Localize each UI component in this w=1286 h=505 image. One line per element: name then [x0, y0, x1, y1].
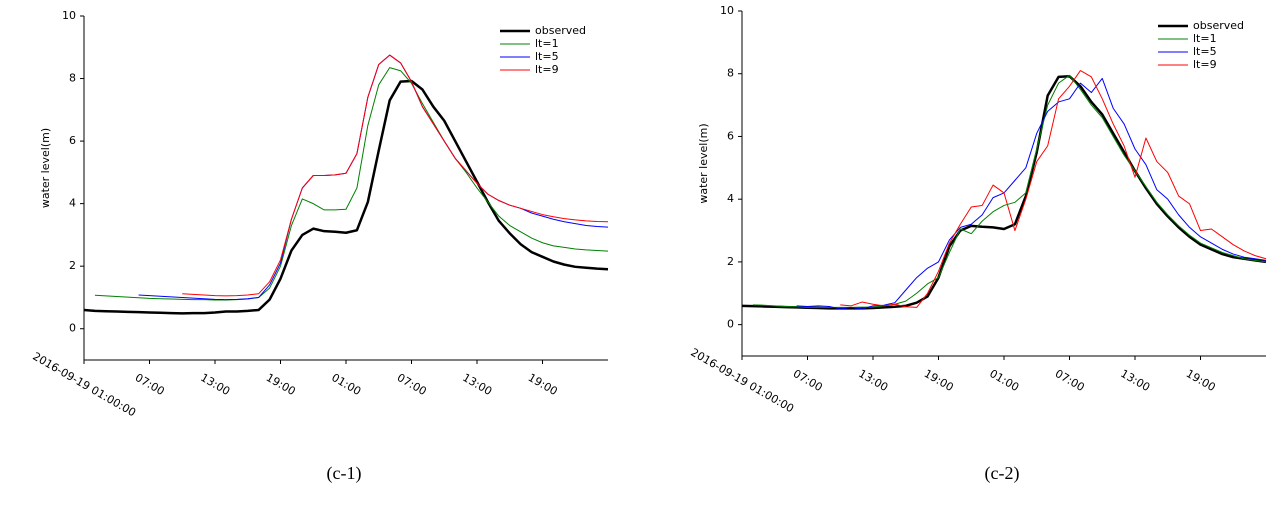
y-tick-label: 4 — [727, 192, 734, 205]
legend-label: lt=1 — [535, 37, 559, 50]
y-tick-label: 6 — [69, 134, 76, 147]
series-line — [741, 74, 1267, 310]
y-tick-label: 0 — [727, 318, 734, 331]
y-axis-label: water level(m) — [39, 128, 52, 208]
caption: (c-1) — [327, 463, 362, 484]
series-line — [796, 77, 1267, 310]
y-tick-label: 10 — [720, 4, 734, 17]
x-tick-label: 01:00 — [329, 371, 363, 398]
y-tick-label: 8 — [727, 67, 734, 80]
y-tick-label: 6 — [727, 129, 734, 142]
x-tick-label: 19:00 — [1184, 367, 1218, 394]
legend-label: lt=5 — [535, 50, 559, 63]
y-axis-label: water level(m) — [697, 123, 710, 203]
series-line — [83, 79, 609, 315]
x-tick-label: 13:00 — [460, 371, 494, 398]
series-line — [94, 67, 609, 301]
legend-label: lt=5 — [1193, 45, 1217, 58]
x-tick-label: 07:00 — [133, 371, 167, 398]
x-tick-label: 13:00 — [856, 367, 890, 394]
legend-label: lt=9 — [1193, 58, 1217, 71]
x-tick-label: 19:00 — [526, 371, 560, 398]
caption: (c-2) — [985, 463, 1020, 484]
y-tick-label: 10 — [62, 9, 76, 22]
x-tick-label: 19:00 — [922, 367, 956, 394]
x-tick-label: 07:00 — [1053, 367, 1087, 394]
y-tick-label: 0 — [69, 322, 76, 335]
x-tick-label: 19:00 — [264, 371, 298, 398]
x-tick-label: 07:00 — [791, 367, 825, 394]
legend-label: observed — [535, 24, 586, 37]
y-tick-label: 8 — [69, 72, 76, 85]
series-line — [840, 70, 1267, 308]
y-tick-label: 4 — [69, 197, 76, 210]
x-tick-label: 13:00 — [198, 371, 232, 398]
y-tick-label: 2 — [69, 259, 76, 272]
x-tick-label: 01:00 — [987, 367, 1021, 394]
series-line — [752, 74, 1267, 308]
legend-label: observed — [1193, 19, 1244, 32]
legend-label: lt=9 — [535, 63, 559, 76]
y-tick-label: 2 — [727, 255, 734, 268]
x-tick-label: 07:00 — [395, 371, 429, 398]
series-line — [182, 54, 609, 297]
x-tick-label: 13:00 — [1118, 367, 1152, 394]
legend-label: lt=1 — [1193, 32, 1217, 45]
